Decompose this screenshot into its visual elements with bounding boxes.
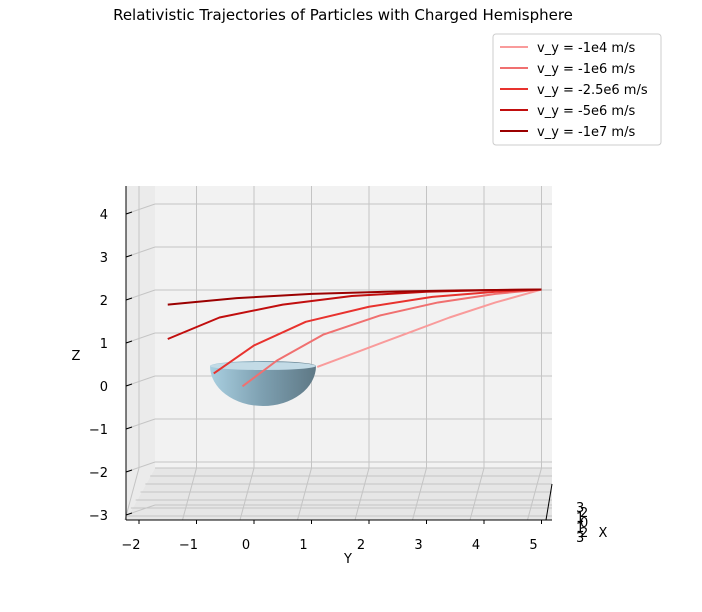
grid-line-floor (412, 467, 427, 521)
z-tick-mark (125, 254, 133, 258)
trajectory-line-2 (241, 288, 542, 388)
axes-panes (126, 186, 552, 520)
back-pane (155, 186, 552, 468)
x-axis-label: X (599, 526, 608, 541)
z-tick-label: 4 (100, 208, 108, 223)
hemisphere-body (210, 361, 316, 406)
z-tick-mark (125, 426, 133, 430)
z-tick-label: 3 (100, 251, 108, 266)
grid-line-floor (297, 467, 312, 521)
z-tick-mark (125, 340, 133, 344)
y-tick-label: 0 (242, 538, 250, 553)
x-axis-line (545, 483, 553, 521)
chart-title: Relativistic Trajectories of Particles w… (113, 6, 573, 24)
y-tick-labels: −2 −1 0 1 2 3 4 5 (121, 520, 542, 553)
z-tick-mark (125, 512, 133, 516)
z-tick-mark (125, 297, 133, 301)
z-tick-mark (125, 469, 133, 473)
legend-label-4: v_y = -5e6 m/s (537, 104, 635, 119)
z-axis-label: Z (72, 349, 81, 364)
legend-frame (492, 33, 662, 146)
legend-label-3: v_y = -2.5e6 m/s (537, 83, 648, 98)
x-tick-label: 2 (580, 506, 588, 521)
z-tick-mark (125, 383, 133, 387)
grid-line-floor (469, 467, 485, 521)
y-tick-label: −2 (121, 538, 140, 553)
floor-pane (126, 468, 552, 520)
side-pane (126, 186, 155, 520)
y-tick-label: 2 (357, 538, 365, 553)
hemisphere-rim (210, 362, 316, 370)
legend: v_y = -1e4 m/s v_y = -1e6 m/s v_y = -2.5e6… (492, 33, 662, 146)
y-tick-label: −1 (179, 538, 198, 553)
x-tick-label: 3 (576, 531, 584, 546)
y-tick-label: 3 (414, 538, 422, 553)
x-tick-label: 0 (580, 516, 588, 531)
z-tick-label: −3 (89, 509, 108, 524)
x-tick-label: 1 (576, 511, 584, 526)
legend-label-1: v_y = -1e4 m/s (537, 41, 635, 56)
trajectory-line-3 (213, 288, 542, 375)
z-tick-label: 2 (100, 294, 108, 309)
grid-line-floor (239, 467, 255, 521)
y-tick-label: 4 (472, 538, 480, 553)
grid-line-floor (182, 467, 197, 521)
hemisphere-surface (210, 361, 316, 406)
y-tick-label: 1 (299, 538, 307, 553)
grid-line-floor (354, 467, 370, 521)
x-tick-label: 1 (576, 521, 584, 536)
trajectory-line-5 (167, 288, 542, 306)
x-tick-label: 2 (580, 526, 588, 541)
grid-line-floor (124, 467, 140, 521)
y-axis-label: Y (343, 552, 352, 567)
z-tick-labels: −3 −2 −1 0 1 2 3 4 (89, 208, 133, 524)
legend-label-2: v_y = -1e6 m/s (537, 62, 635, 77)
z-tick-label: −1 (89, 423, 108, 438)
z-tick-label: 0 (100, 380, 108, 395)
trajectory-lines (167, 288, 542, 388)
x-tick-label: 3 (576, 501, 584, 516)
z-tick-label: 1 (100, 337, 108, 352)
z-tick-label: −2 (89, 466, 108, 481)
z-tick-mark (125, 211, 133, 215)
grid-line-floor (527, 467, 542, 521)
y-tick-label: 5 (529, 538, 537, 553)
legend-label-5: v_y = -1e7 m/s (537, 125, 635, 140)
trajectory-line-1 (316, 288, 542, 368)
